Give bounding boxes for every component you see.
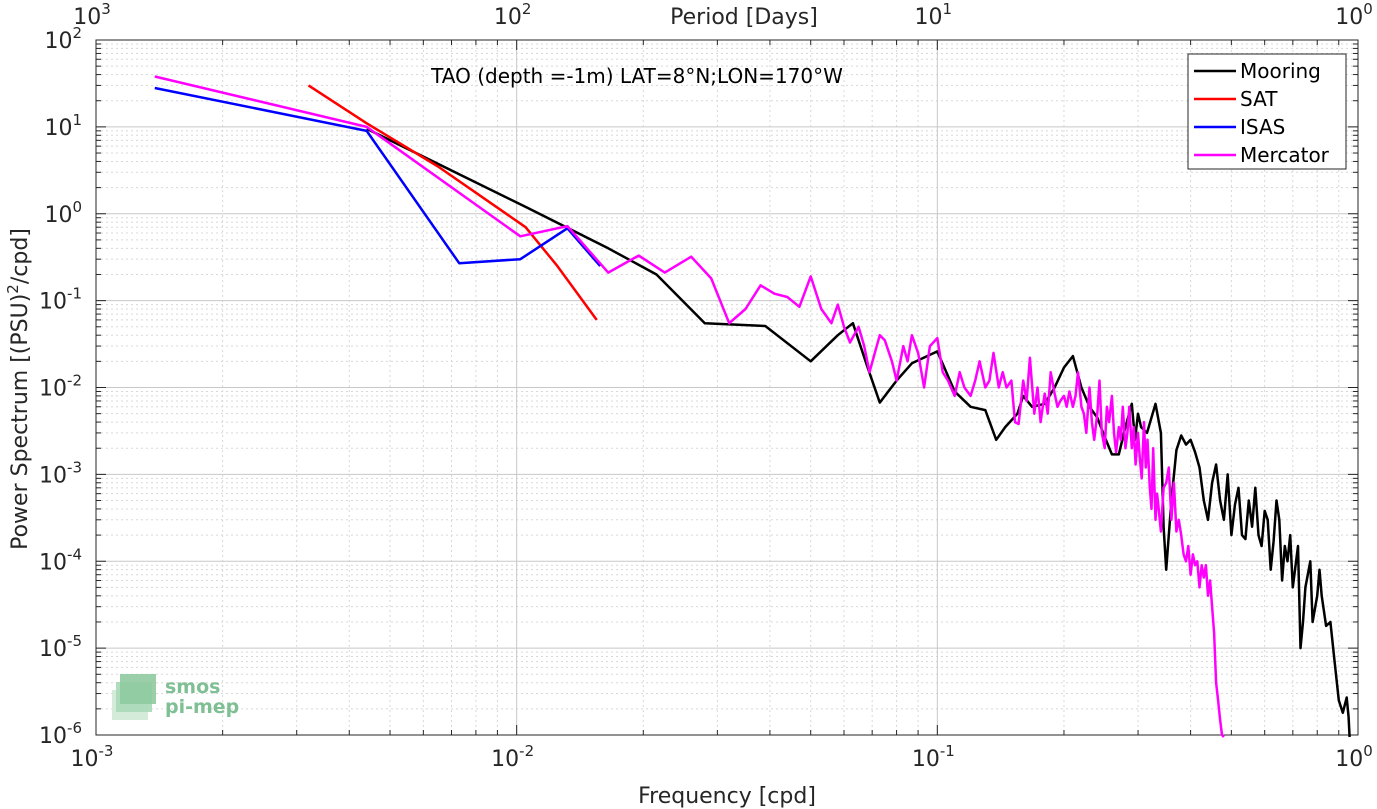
top-tick-label: 100 bbox=[1335, 0, 1373, 30]
y-tick-label-exp: -2 bbox=[67, 372, 82, 390]
y-tick-label: 10-2 bbox=[39, 372, 82, 402]
y-tick-label: 10-4 bbox=[39, 545, 82, 575]
y-tick-label: 102 bbox=[44, 24, 82, 54]
series-layer bbox=[154, 75, 1351, 738]
x-tick-label-exp: -2 bbox=[519, 742, 534, 760]
series-line-sat bbox=[307, 84, 598, 321]
top-tick-label-base: 10 bbox=[1335, 5, 1363, 30]
series-line-isas bbox=[154, 86, 602, 267]
y-tick-label-exp: 1 bbox=[72, 111, 82, 129]
y-tick-label-base: 10 bbox=[39, 724, 67, 749]
top-tick-label: 102 bbox=[494, 0, 532, 30]
y-tick-label-exp: 2 bbox=[72, 24, 82, 42]
y-tick-label: 10-6 bbox=[39, 719, 82, 749]
legend-label-mercator: Mercator bbox=[1240, 143, 1330, 167]
x-tick-label-base: 10 bbox=[1335, 747, 1363, 772]
y-tick-label-exp: -4 bbox=[67, 545, 82, 563]
x-tick-label: 100 bbox=[1335, 742, 1373, 772]
legend-label-mooring: Mooring bbox=[1240, 59, 1321, 83]
minor-grid bbox=[96, 40, 1358, 735]
y-tick-label-exp: -6 bbox=[67, 719, 82, 737]
x-tick-label-exp: -1 bbox=[940, 742, 955, 760]
y-tick-label-exp: -5 bbox=[67, 632, 82, 650]
top-tick-label-exp: 2 bbox=[522, 0, 532, 18]
y-tick-label: 10-3 bbox=[39, 458, 82, 488]
top-tick-label: 101 bbox=[915, 0, 953, 30]
y-axis-title-sup: 2 bbox=[4, 284, 22, 294]
y-tick-label: 101 bbox=[44, 111, 82, 141]
series-line-mercator bbox=[154, 75, 1225, 738]
y-tick-label-base: 10 bbox=[39, 290, 67, 315]
x-axis-title: Frequency [cpd] bbox=[638, 784, 816, 809]
y-tick-label: 100 bbox=[44, 198, 82, 228]
top-axis-title: Period [Days] bbox=[670, 5, 818, 30]
top-tick-label-base: 10 bbox=[73, 5, 101, 30]
x-tick-label-exp: 0 bbox=[1363, 742, 1373, 760]
y-tick-label-exp: -3 bbox=[67, 458, 82, 476]
smos-pi-mep-logo: smos pi-mep bbox=[112, 674, 239, 720]
y-tick-label-base: 10 bbox=[44, 116, 72, 141]
legend: Mooring SAT ISAS Mercator bbox=[1187, 53, 1347, 170]
top-tick-label-base: 10 bbox=[915, 5, 943, 30]
y-tick-label-base: 10 bbox=[44, 29, 72, 54]
x-tick-label-base: 10 bbox=[71, 747, 99, 772]
legend-box bbox=[1187, 53, 1347, 170]
y-tick-label-base: 10 bbox=[39, 377, 67, 402]
logo-line1: smos bbox=[165, 676, 220, 698]
x-tick-label-base: 10 bbox=[912, 747, 940, 772]
plot-title: TAO (depth =-1m) LAT=8°N;LON=170°W bbox=[430, 64, 843, 88]
top-tick-label-base: 10 bbox=[494, 5, 522, 30]
legend-label-isas: ISAS bbox=[1240, 115, 1285, 139]
logo-line2: pi-mep bbox=[165, 696, 239, 718]
x-tick-label-base: 10 bbox=[491, 747, 519, 772]
y-axis-title: Power Spectrum [(PSU)2/cpd] bbox=[4, 228, 33, 550]
x-tick-label: 10-2 bbox=[491, 742, 534, 772]
y-tick-label: 10-5 bbox=[39, 632, 82, 662]
top-tick-label-exp: 0 bbox=[1363, 0, 1373, 18]
major-grid bbox=[95, 39, 1359, 736]
svg-text:Power Spectrum [(PSU)2/cpd]: Power Spectrum [(PSU)2/cpd] bbox=[4, 228, 33, 550]
top-tick-label-exp: 3 bbox=[101, 0, 111, 18]
y-tick-label-base: 10 bbox=[39, 637, 67, 662]
series-line-mooring bbox=[366, 127, 1351, 738]
x-tick-label: 10-3 bbox=[71, 742, 114, 772]
y-tick-label: 10-1 bbox=[39, 285, 82, 315]
y-tick-label-base: 10 bbox=[44, 203, 72, 228]
legend-label-sat: SAT bbox=[1240, 87, 1278, 111]
y-tick-label-exp: 0 bbox=[72, 198, 82, 216]
top-tick-label: 103 bbox=[73, 0, 111, 30]
y-tick-label-exp: -1 bbox=[67, 285, 82, 303]
y-tick-label-base: 10 bbox=[39, 463, 67, 488]
y-axis-title-suffix: /cpd] bbox=[8, 228, 33, 284]
x-tick-label-exp: -3 bbox=[99, 742, 114, 760]
y-axis-title-main: Power Spectrum [(PSU) bbox=[8, 294, 33, 550]
top-tick-label-exp: 1 bbox=[943, 0, 953, 18]
x-tick-label: 10-1 bbox=[912, 742, 955, 772]
y-tick-label-base: 10 bbox=[39, 550, 67, 575]
